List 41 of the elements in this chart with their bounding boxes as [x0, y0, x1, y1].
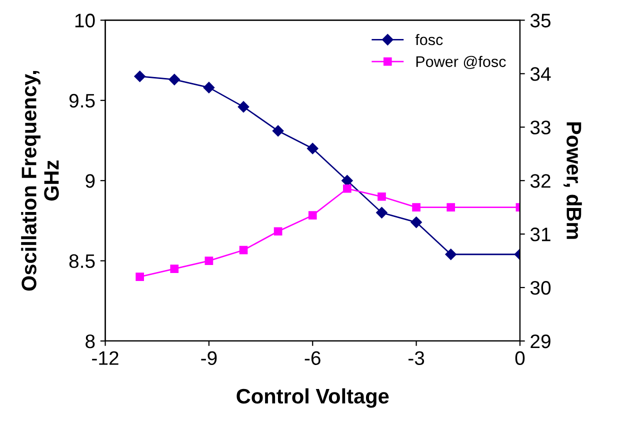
- point: [170, 264, 179, 273]
- point: [239, 246, 248, 254]
- point: [376, 207, 388, 218]
- point: [272, 125, 284, 136]
- point: [343, 184, 352, 193]
- y2-tick-label: 32: [530, 174, 550, 188]
- point: [134, 70, 146, 82]
- legend-label: Power @fosc: [416, 56, 506, 70]
- point: [307, 142, 318, 154]
- y2-tick-label: 33: [530, 120, 550, 134]
- point: [238, 101, 250, 112]
- y-tick-label: 8: [86, 334, 95, 348]
- x-axis-title: Control Voltage: [236, 388, 389, 408]
- y-tick-label: 9.5: [69, 94, 95, 108]
- x-tick-label: -3: [408, 351, 424, 365]
- y2-tick-label: 31: [530, 228, 550, 242]
- x-tick-label: -12: [92, 351, 118, 365]
- point: [445, 248, 456, 260]
- y-tick-label: 10: [75, 14, 95, 28]
- point: [168, 74, 180, 86]
- point: [274, 227, 282, 236]
- point: [204, 256, 214, 265]
- point: [412, 203, 420, 212]
- point: [446, 203, 456, 212]
- y2-tick-label: 30: [530, 280, 551, 295]
- y2-axis-title: Power, dBm: [564, 122, 582, 239]
- x-tick-label: -9: [201, 351, 217, 365]
- legend-label: fosc: [415, 34, 443, 46]
- point: [378, 192, 386, 201]
- y2-tick-label: 29: [530, 334, 550, 348]
- point: [203, 82, 215, 94]
- y2-tick-label: 35: [530, 14, 551, 28]
- point: [136, 272, 144, 281]
- point: [410, 216, 422, 228]
- y-tick-label: 8.5: [69, 254, 95, 268]
- x-tick-label: 0: [515, 351, 525, 365]
- x-tick-label: -6: [304, 351, 320, 365]
- y-tick-label: 9: [86, 174, 95, 188]
- point: [308, 211, 317, 220]
- y-axis-title: Oscillation Frequency, GHz: [21, 71, 59, 291]
- y2-tick-label: 34: [530, 67, 551, 81]
